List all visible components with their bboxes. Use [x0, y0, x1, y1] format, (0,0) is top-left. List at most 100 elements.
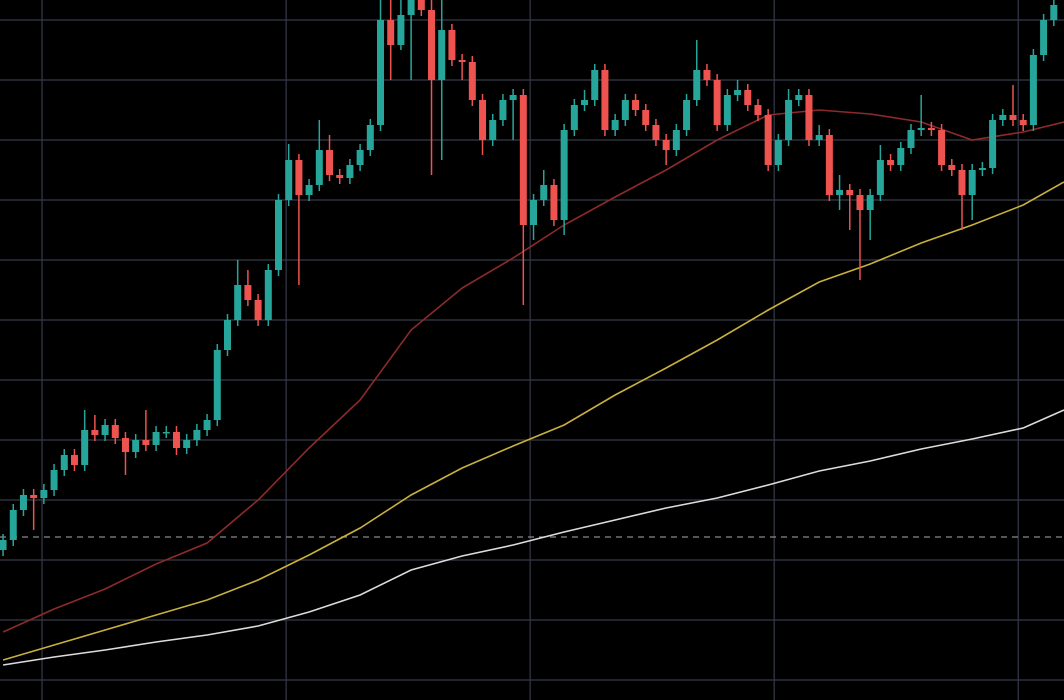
candle-body — [662, 140, 670, 150]
candle-body — [866, 195, 874, 210]
candle-body — [356, 150, 364, 165]
candle-body — [632, 100, 640, 110]
candle-body — [876, 160, 884, 195]
candle-body — [499, 100, 507, 120]
candle-body — [0, 540, 7, 550]
candle-body — [509, 95, 517, 100]
candle-body — [9, 510, 17, 540]
candle-body — [846, 190, 854, 195]
candle-body — [407, 0, 415, 15]
candle-body — [213, 350, 221, 420]
candle-body — [683, 100, 691, 130]
candle-body — [958, 170, 966, 195]
candle-body — [530, 200, 538, 225]
candle-body — [591, 70, 599, 100]
candle-body — [101, 425, 109, 435]
candle-body — [744, 90, 752, 105]
candle-body — [856, 195, 864, 210]
candle-body — [387, 20, 395, 45]
candle-body — [203, 420, 211, 430]
candle-body — [285, 160, 293, 200]
candle-body — [326, 150, 334, 175]
candle-body — [234, 285, 242, 320]
candle-body — [254, 300, 262, 320]
candle-body — [754, 105, 762, 115]
candle-body — [417, 0, 425, 10]
moving-average — [2, 409, 1064, 666]
candle-body — [193, 430, 201, 440]
candle-body — [621, 100, 629, 120]
candle-body — [1019, 120, 1027, 125]
candle-body — [479, 100, 487, 140]
candle-body — [19, 495, 27, 510]
candle-body — [305, 185, 313, 195]
candle-body — [805, 95, 813, 140]
candle-body — [723, 95, 731, 125]
candle-body — [1009, 115, 1017, 120]
candle-body — [703, 70, 711, 80]
candle-body — [152, 432, 160, 445]
candle-body — [70, 455, 78, 465]
candle-body — [366, 125, 374, 150]
candle-body — [652, 125, 660, 140]
candle-body — [774, 140, 782, 165]
candle-body — [162, 432, 170, 434]
candle-body — [938, 130, 946, 165]
candle-body — [907, 130, 915, 148]
moving-average — [2, 181, 1064, 661]
candle-body — [468, 62, 476, 100]
candle-body — [121, 438, 129, 452]
candle-body — [734, 90, 742, 95]
candle-body — [815, 135, 823, 140]
candle-body — [764, 115, 772, 165]
candle-body — [132, 440, 140, 452]
candle-body — [40, 490, 48, 498]
candle-body — [336, 175, 344, 178]
candle-body — [999, 115, 1007, 120]
candle-body — [693, 70, 701, 100]
candle-body — [550, 185, 558, 220]
candle-body — [1040, 20, 1048, 55]
candle-body — [560, 130, 568, 220]
candle-body — [377, 20, 385, 125]
candle-body — [244, 285, 252, 300]
candle-body — [448, 30, 456, 60]
candle-body — [489, 120, 497, 140]
candle-body — [887, 160, 895, 165]
candle-body — [274, 200, 282, 270]
candle-body — [968, 170, 976, 195]
candle-body — [438, 30, 446, 80]
candle-body — [917, 128, 925, 130]
candle-body — [785, 100, 793, 140]
candle-body — [30, 495, 38, 498]
candle-body — [948, 165, 956, 170]
candle-body — [713, 80, 721, 125]
candle-body — [111, 425, 119, 438]
candle-body — [397, 15, 405, 45]
candle-body — [223, 320, 231, 350]
candle-body — [81, 430, 89, 465]
candle-body — [672, 130, 680, 150]
candle-body — [50, 470, 58, 490]
moving-average — [2, 109, 1064, 633]
candle-body — [172, 432, 180, 448]
candle-body — [1029, 55, 1037, 125]
candle-body — [581, 100, 589, 105]
candle-body — [570, 105, 578, 130]
candle-body — [978, 168, 986, 170]
candle-body — [927, 128, 935, 130]
candle-body — [91, 430, 99, 435]
candle-body — [897, 148, 905, 165]
candle-body — [601, 70, 609, 130]
candle-body — [60, 455, 68, 470]
candle-body — [642, 110, 650, 125]
candle-body — [540, 185, 548, 200]
candle-body — [519, 95, 527, 225]
candle-body — [795, 95, 803, 100]
candle-body — [825, 135, 833, 195]
candle-body — [346, 165, 354, 178]
candle-body — [989, 120, 997, 168]
